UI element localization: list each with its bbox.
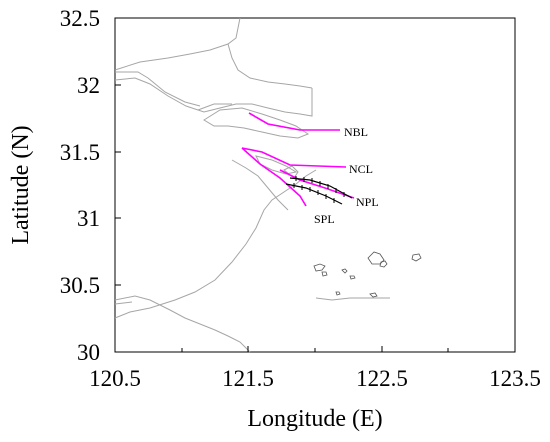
y-tick-label: 30.5 xyxy=(60,273,100,298)
x-tick-label: 123.5 xyxy=(489,366,541,391)
y-tick-label: 31.5 xyxy=(60,140,100,165)
ncl-section-line xyxy=(241,147,347,168)
nbl-section-line xyxy=(248,112,340,131)
x-tick-marks xyxy=(114,346,516,352)
y-tick-label: 31 xyxy=(77,206,100,231)
x-axis-title: Longitude (E) xyxy=(247,406,382,432)
y-tick-label: 32.5 xyxy=(60,6,100,31)
y-tick-label: 32 xyxy=(77,73,100,98)
dikes xyxy=(285,176,353,205)
x-tick-label: 120.5 xyxy=(89,366,141,391)
y-axis-title: Latitude (N) xyxy=(8,125,34,244)
y-tick-marks xyxy=(115,17,121,353)
coastline xyxy=(114,17,390,353)
label-npl: NPL xyxy=(356,195,379,209)
x-tick-label: 121.5 xyxy=(222,366,274,391)
section-lines xyxy=(241,112,355,207)
offshore-islands xyxy=(313,251,422,298)
label-ncl: NCL xyxy=(349,162,373,176)
x-tick-label: 122.5 xyxy=(356,366,408,391)
label-nbl: NBL xyxy=(344,125,368,139)
label-spl: SPL xyxy=(314,212,335,226)
npl-section-line xyxy=(279,169,355,199)
y-tick-label: 30 xyxy=(77,340,100,365)
spl-section-line xyxy=(241,147,307,207)
